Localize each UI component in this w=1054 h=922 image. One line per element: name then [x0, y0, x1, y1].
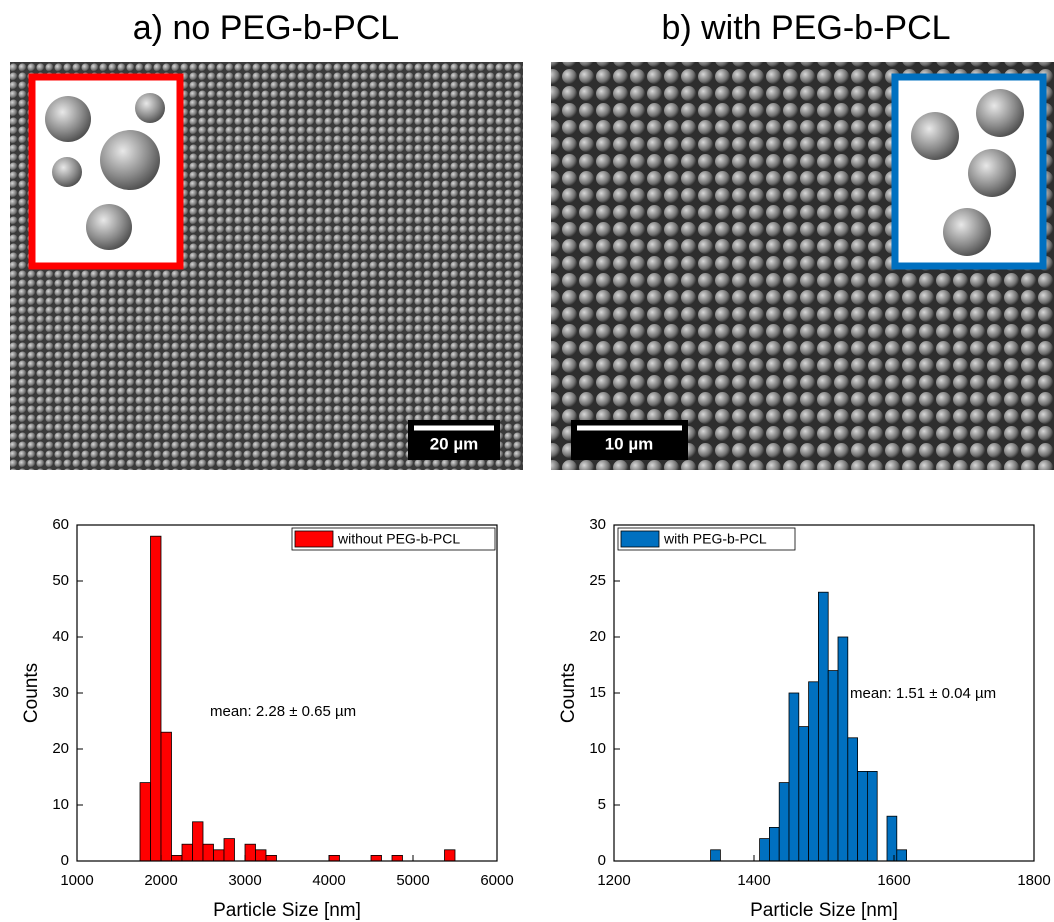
image-title: b) with PEG-b-PCL	[661, 9, 950, 47]
bar	[896, 849, 907, 862]
y-tick-label: 40	[52, 628, 69, 645]
y-tick-label: 10	[589, 740, 606, 757]
bar	[759, 838, 770, 862]
bar	[213, 849, 225, 862]
bar	[857, 771, 868, 862]
legend-label: with PEG-b-PCL	[663, 531, 767, 547]
y-tick-label: 10	[52, 796, 69, 813]
y-tick-label: 0	[61, 852, 69, 869]
x-tick-label: 1000	[60, 872, 93, 889]
bar	[391, 855, 403, 862]
x-tick-label: 1800	[1017, 872, 1050, 889]
x-axis-label: Particle Size [nm]	[213, 900, 361, 921]
legend-box	[291, 527, 496, 551]
legend-swatch	[294, 530, 334, 548]
inset	[28, 73, 184, 270]
x-tick-label: 1400	[737, 872, 770, 889]
x-tick-label: 6000	[480, 872, 513, 889]
bar	[328, 855, 340, 862]
y-tick-label: 30	[52, 684, 69, 701]
bar	[223, 838, 235, 862]
annotation: mean: 2.28 ± 0.65 µm	[210, 703, 356, 720]
bar	[202, 843, 214, 862]
x-tick-label: 1200	[597, 872, 630, 889]
bar	[827, 670, 839, 862]
bar	[150, 535, 162, 862]
bar	[370, 855, 382, 862]
x-tick-label: 2000	[144, 872, 177, 889]
y-tick-label: 5	[598, 796, 606, 813]
y-tick-label: 0	[598, 852, 606, 869]
bar	[769, 827, 780, 862]
bar	[808, 681, 819, 862]
y-tick-label: 15	[589, 684, 606, 701]
bar	[886, 815, 898, 862]
bar	[778, 782, 790, 862]
bar	[444, 849, 456, 862]
y-axis-label: Counts	[21, 663, 42, 723]
scale-bar: 20 µm	[408, 420, 500, 460]
legend-swatch	[620, 530, 660, 548]
y-tick-label: 50	[52, 572, 69, 589]
bar	[818, 591, 829, 862]
y-tick-label: 20	[589, 628, 606, 645]
annotation: mean: 1.51 ± 0.04 µm	[850, 685, 996, 702]
bar	[847, 737, 858, 862]
bar	[255, 849, 267, 862]
bar	[788, 692, 800, 862]
scale-bar: 10 µm	[571, 420, 688, 460]
bar	[265, 855, 277, 862]
bar	[160, 731, 172, 862]
x-tick-label: 1600	[877, 872, 910, 889]
inset	[891, 73, 1047, 270]
bar	[171, 855, 183, 862]
bar	[837, 636, 849, 862]
y-tick-label: 20	[52, 740, 69, 757]
scale-bar-label: 10 µm	[605, 434, 654, 453]
legend-label: without PEG-b-PCL	[337, 531, 460, 547]
bar	[710, 849, 721, 862]
bar	[244, 843, 256, 862]
x-axis-label: Particle Size [nm]	[750, 900, 898, 921]
y-axis-label: Counts	[558, 663, 579, 723]
bar	[139, 782, 151, 862]
image-title: a) no PEG-b-PCL	[133, 9, 399, 47]
y-tick-label: 60	[52, 516, 69, 533]
bar	[867, 771, 878, 862]
y-tick-label: 30	[589, 516, 606, 533]
bar	[181, 843, 193, 862]
y-tick-label: 25	[589, 572, 606, 589]
bar	[798, 726, 809, 862]
x-tick-label: 5000	[396, 872, 429, 889]
legend-box	[617, 527, 796, 551]
x-tick-label: 4000	[312, 872, 345, 889]
scale-bar-label: 20 µm	[430, 434, 479, 453]
bar	[192, 821, 204, 862]
x-tick-label: 3000	[228, 872, 261, 889]
